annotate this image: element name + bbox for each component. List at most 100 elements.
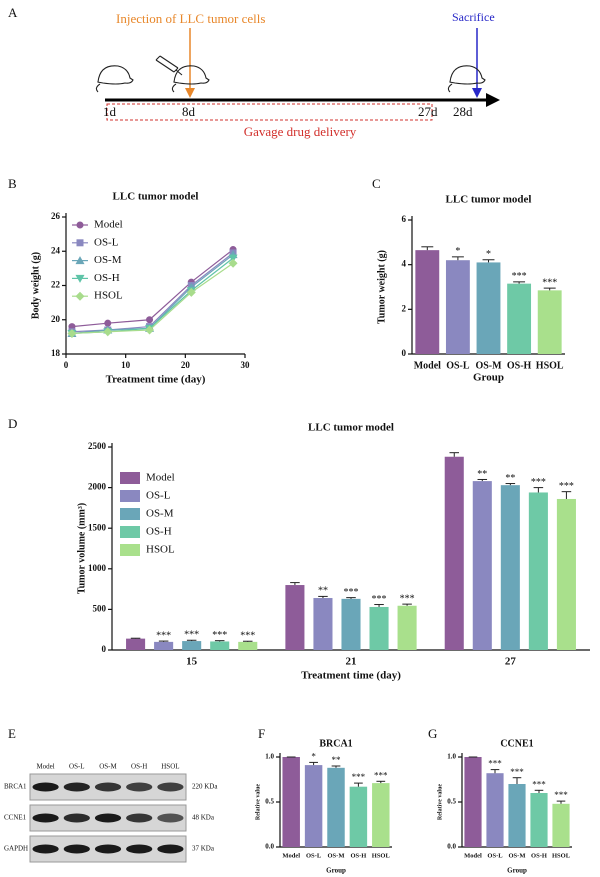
panel-label: C	[372, 176, 381, 191]
legend-marker	[76, 239, 84, 247]
panel-label: E	[8, 726, 16, 741]
legend-marker	[75, 256, 85, 265]
error-bar	[482, 259, 495, 263]
significance-label: **	[332, 755, 342, 765]
x-tick-label: 30	[241, 360, 251, 370]
day-label: 8d	[182, 104, 196, 119]
timeline-arrow-head	[486, 93, 500, 107]
y-tick-label: 20	[51, 314, 61, 324]
gavage-label: Gavage drug delivery	[244, 124, 357, 139]
y-tick-label: 1.0	[265, 753, 274, 761]
blot-band	[94, 813, 122, 823]
bar	[372, 783, 390, 847]
y-axis-label: Body weight (g)	[30, 252, 41, 319]
legend-label: OS-L	[146, 490, 171, 502]
y-tick-label: 22	[51, 280, 61, 290]
y-tick-label: 6	[402, 214, 407, 224]
data-point	[186, 287, 196, 297]
bar	[500, 485, 520, 650]
significance-label: ***	[352, 772, 366, 782]
data-point	[104, 319, 112, 327]
blot-band	[126, 782, 153, 792]
y-axis-label: Relative value	[437, 784, 443, 820]
bar	[327, 767, 345, 847]
error-bar	[374, 604, 384, 607]
y-tick-label: 0.0	[265, 843, 274, 851]
bar	[285, 585, 305, 650]
significance-label: ***	[156, 630, 171, 641]
y-tick-label: 0	[402, 348, 407, 358]
y-tick-label: 0.0	[447, 843, 456, 851]
data-point	[145, 325, 155, 335]
bar	[537, 290, 562, 354]
error-bar	[561, 491, 572, 499]
significance-label: ***	[240, 631, 255, 642]
chart-title: LLC tumor model	[446, 194, 532, 206]
y-tick-label: 4	[402, 259, 407, 269]
bar	[556, 498, 576, 650]
y-tick-label: 18	[51, 348, 61, 358]
lane-label: OS-H	[131, 763, 147, 771]
size-label: 220 KDa	[192, 783, 218, 791]
data-point	[103, 327, 113, 337]
blot-band	[126, 844, 153, 854]
data-point	[228, 258, 238, 268]
sacrifice-arrow-head	[472, 88, 482, 98]
day-label: 1d	[103, 104, 117, 119]
error-bar	[534, 789, 544, 793]
x-tick-label: 10	[121, 360, 131, 370]
injection-arrow-head	[185, 88, 195, 98]
error-bar	[505, 483, 516, 486]
legend-label: OS-M	[146, 508, 174, 520]
bar	[472, 481, 492, 650]
significance-label: ***	[400, 593, 415, 604]
bar	[530, 793, 548, 847]
panel-label: A	[8, 5, 18, 20]
bar	[445, 260, 470, 354]
significance-label: ***	[512, 271, 527, 282]
error-bar	[290, 582, 300, 586]
significance-label: ***	[212, 630, 227, 641]
legend-label: OS-H	[94, 272, 120, 284]
error-bar	[451, 256, 464, 261]
x-tick-label: OS-H	[531, 852, 547, 859]
error-bar	[158, 640, 169, 642]
significance-label: ***	[554, 790, 568, 800]
blot-band	[32, 813, 59, 823]
chart-title: CCNE1	[500, 738, 533, 749]
mouse-icons	[95, 55, 486, 93]
error-bar	[242, 640, 253, 642]
bar	[369, 606, 389, 650]
x-tick-label: 27	[505, 656, 517, 668]
bar	[444, 456, 464, 650]
size-label: 48 KDa	[192, 814, 215, 822]
x-tick-label: OS-L	[446, 360, 470, 371]
error-bar	[186, 639, 197, 642]
blot-band	[63, 782, 90, 792]
error-bar	[513, 281, 526, 284]
legend-label: OS-M	[94, 254, 122, 266]
legend-marker	[75, 274, 85, 283]
x-tick-label: OS-H	[350, 852, 366, 859]
legend-marker	[76, 221, 84, 229]
x-tick-label: OS-H	[507, 360, 532, 371]
data-point	[67, 328, 77, 338]
significance-label: ***	[532, 779, 546, 789]
error-bar	[402, 603, 412, 606]
chart-title: LLC tumor model	[308, 422, 394, 434]
x-tick-label: HSOL	[536, 360, 564, 371]
error-bar	[533, 487, 544, 493]
significance-label: **	[318, 586, 328, 597]
error-bar	[214, 640, 225, 642]
bar	[282, 757, 300, 847]
blot-band	[126, 813, 153, 823]
y-tick-label: 1000	[88, 563, 107, 573]
error-bar	[346, 597, 356, 599]
day-label: 28d	[453, 104, 473, 119]
significance-label: ***	[531, 477, 546, 488]
error-bar	[318, 595, 328, 599]
legend-label: OS-H	[146, 526, 172, 538]
bar	[486, 773, 504, 847]
significance-label: ***	[488, 759, 502, 769]
